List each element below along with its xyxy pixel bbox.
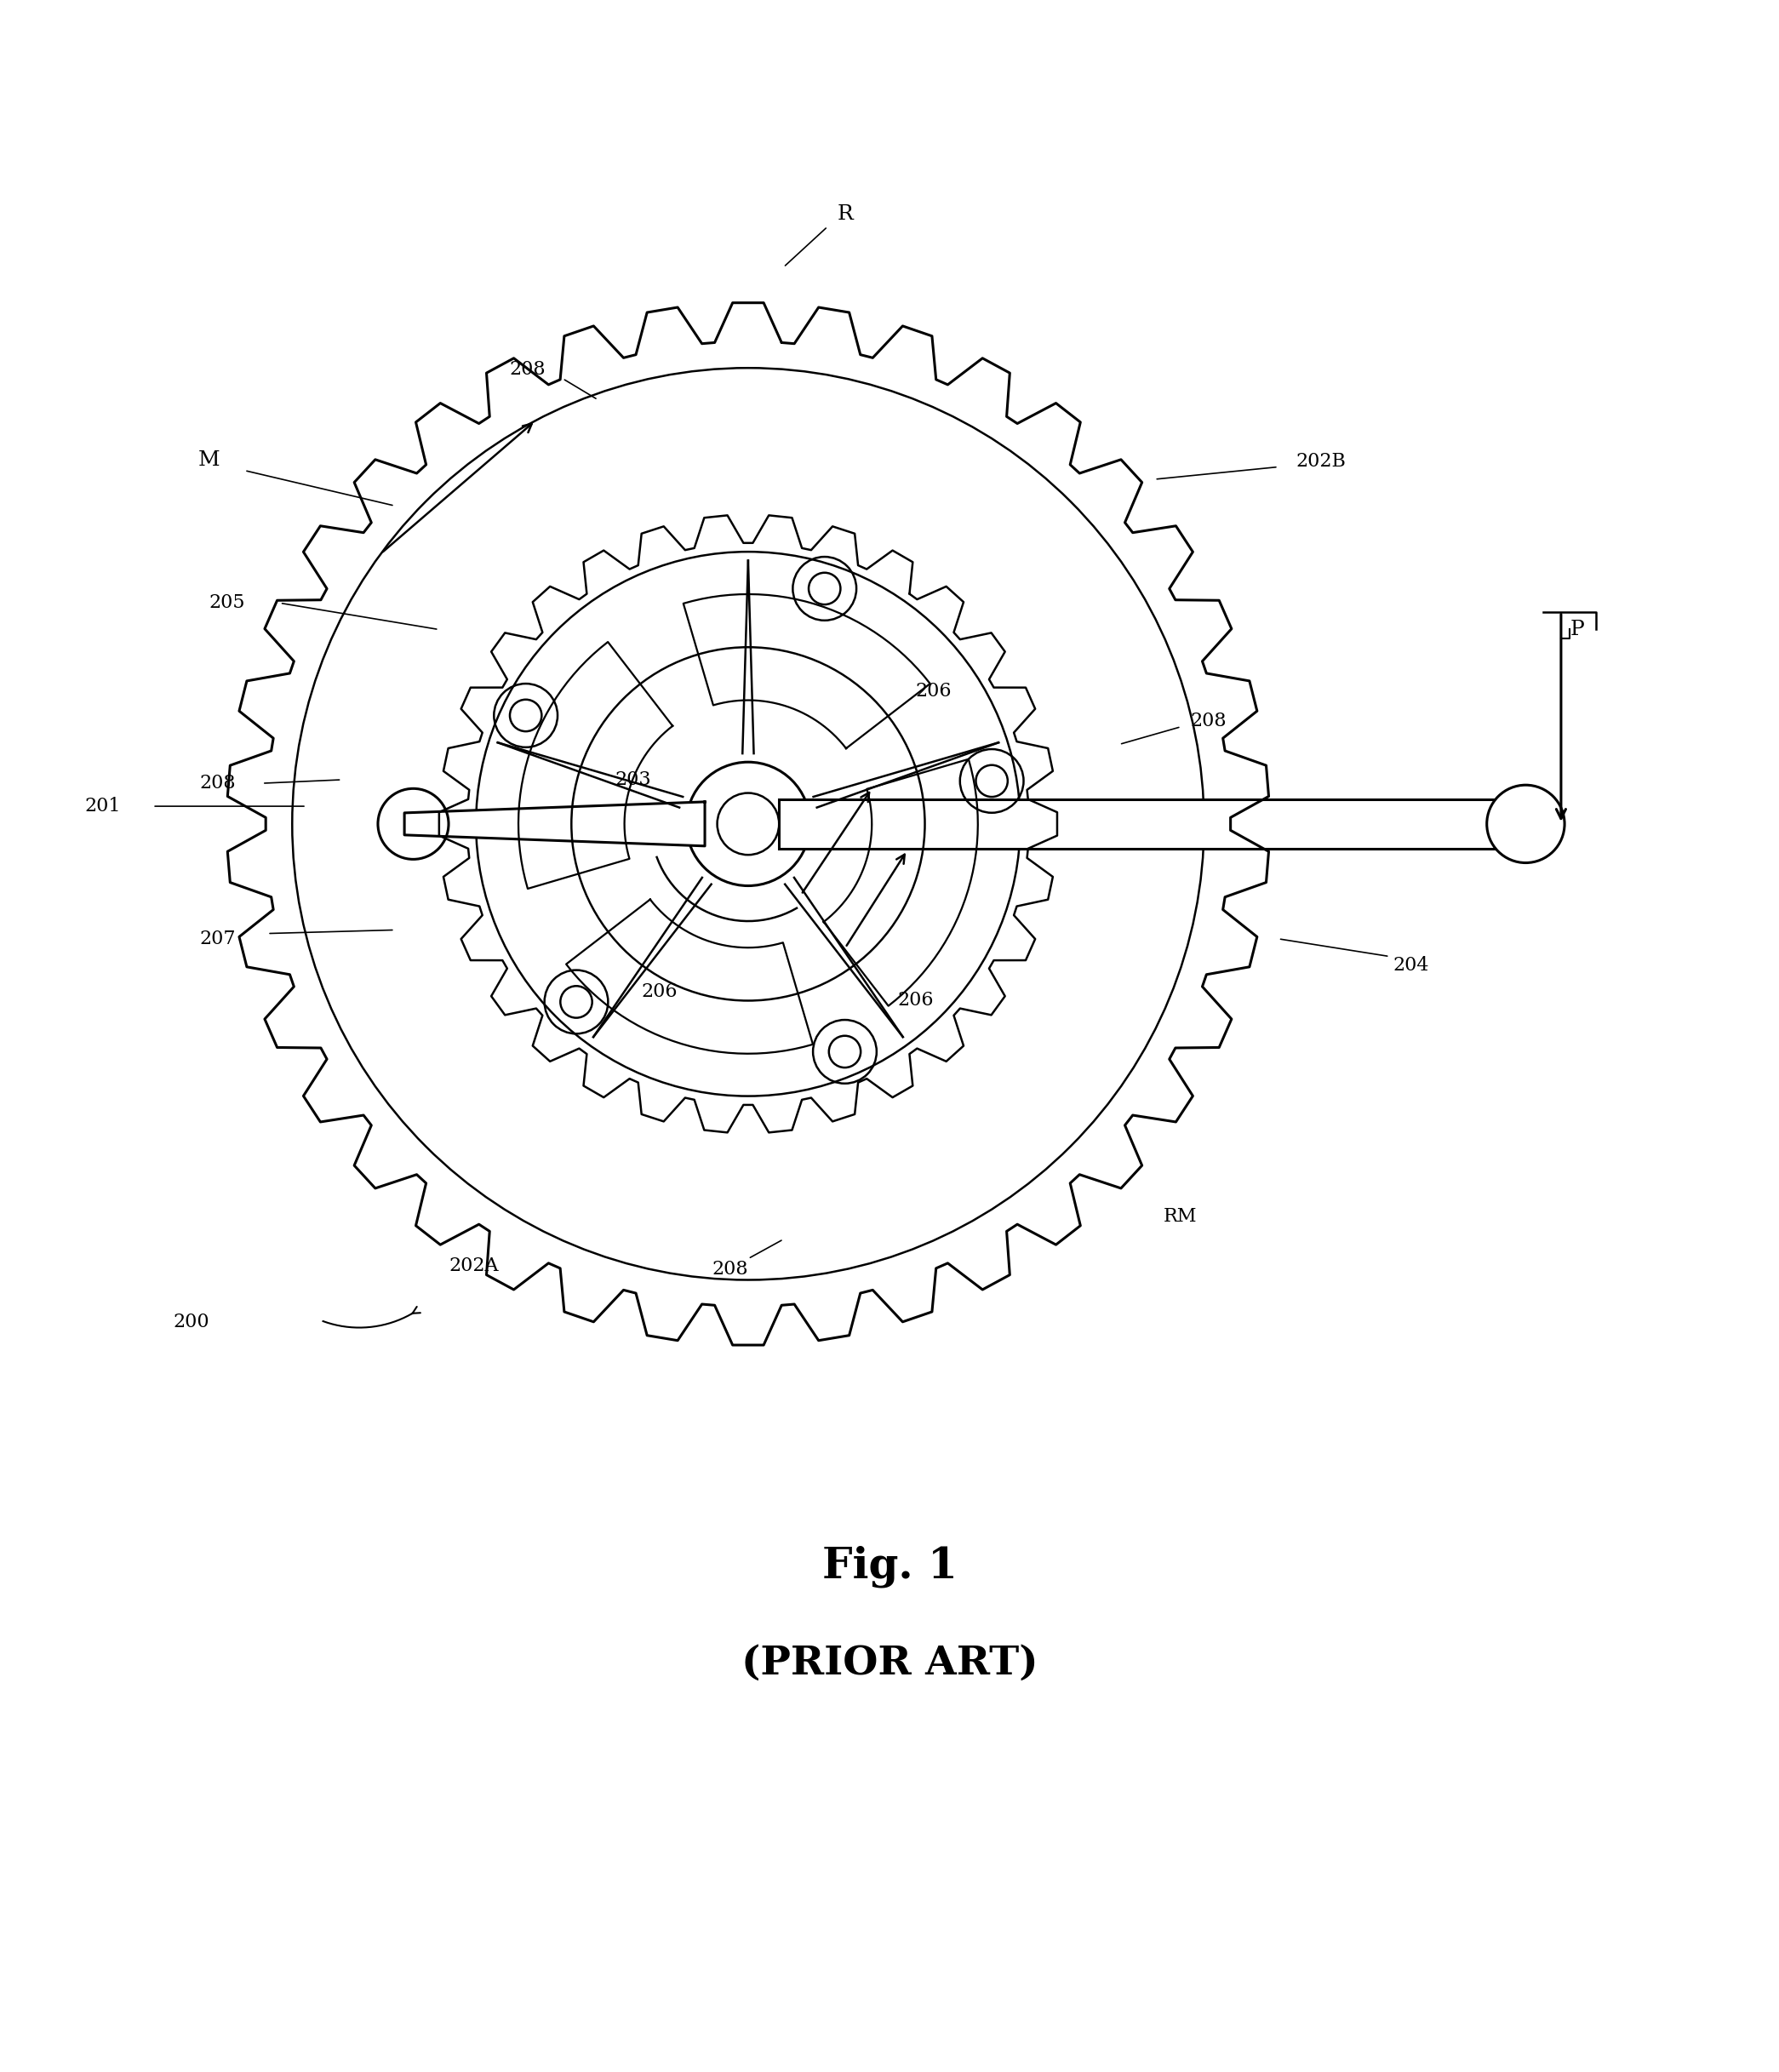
Text: 206: 206	[916, 682, 952, 700]
Text: 206: 206	[898, 990, 934, 1009]
Text: 203: 203	[616, 771, 651, 789]
Text: 204: 204	[1393, 955, 1429, 974]
Circle shape	[377, 789, 448, 860]
Text: 207: 207	[199, 930, 237, 949]
Text: 208: 208	[712, 1260, 749, 1278]
Text: 208: 208	[509, 361, 546, 379]
Text: M: M	[197, 450, 221, 470]
Text: Fig. 1: Fig. 1	[822, 1546, 957, 1587]
Text: 208: 208	[199, 775, 237, 794]
Polygon shape	[404, 802, 704, 845]
Text: P: P	[1569, 620, 1583, 640]
Text: 202B: 202B	[1295, 452, 1347, 470]
Text: 205: 205	[208, 595, 246, 613]
FancyBboxPatch shape	[779, 800, 1526, 850]
Circle shape	[1487, 785, 1564, 862]
Text: (PRIOR ART): (PRIOR ART)	[742, 1643, 1037, 1682]
Text: RM: RM	[1163, 1206, 1197, 1227]
Text: R: R	[838, 205, 854, 224]
Text: 206: 206	[642, 982, 678, 1001]
Text: 202A: 202A	[450, 1256, 500, 1274]
Text: 201: 201	[85, 798, 121, 816]
Text: 200: 200	[173, 1314, 210, 1332]
Text: 208: 208	[1190, 713, 1226, 731]
